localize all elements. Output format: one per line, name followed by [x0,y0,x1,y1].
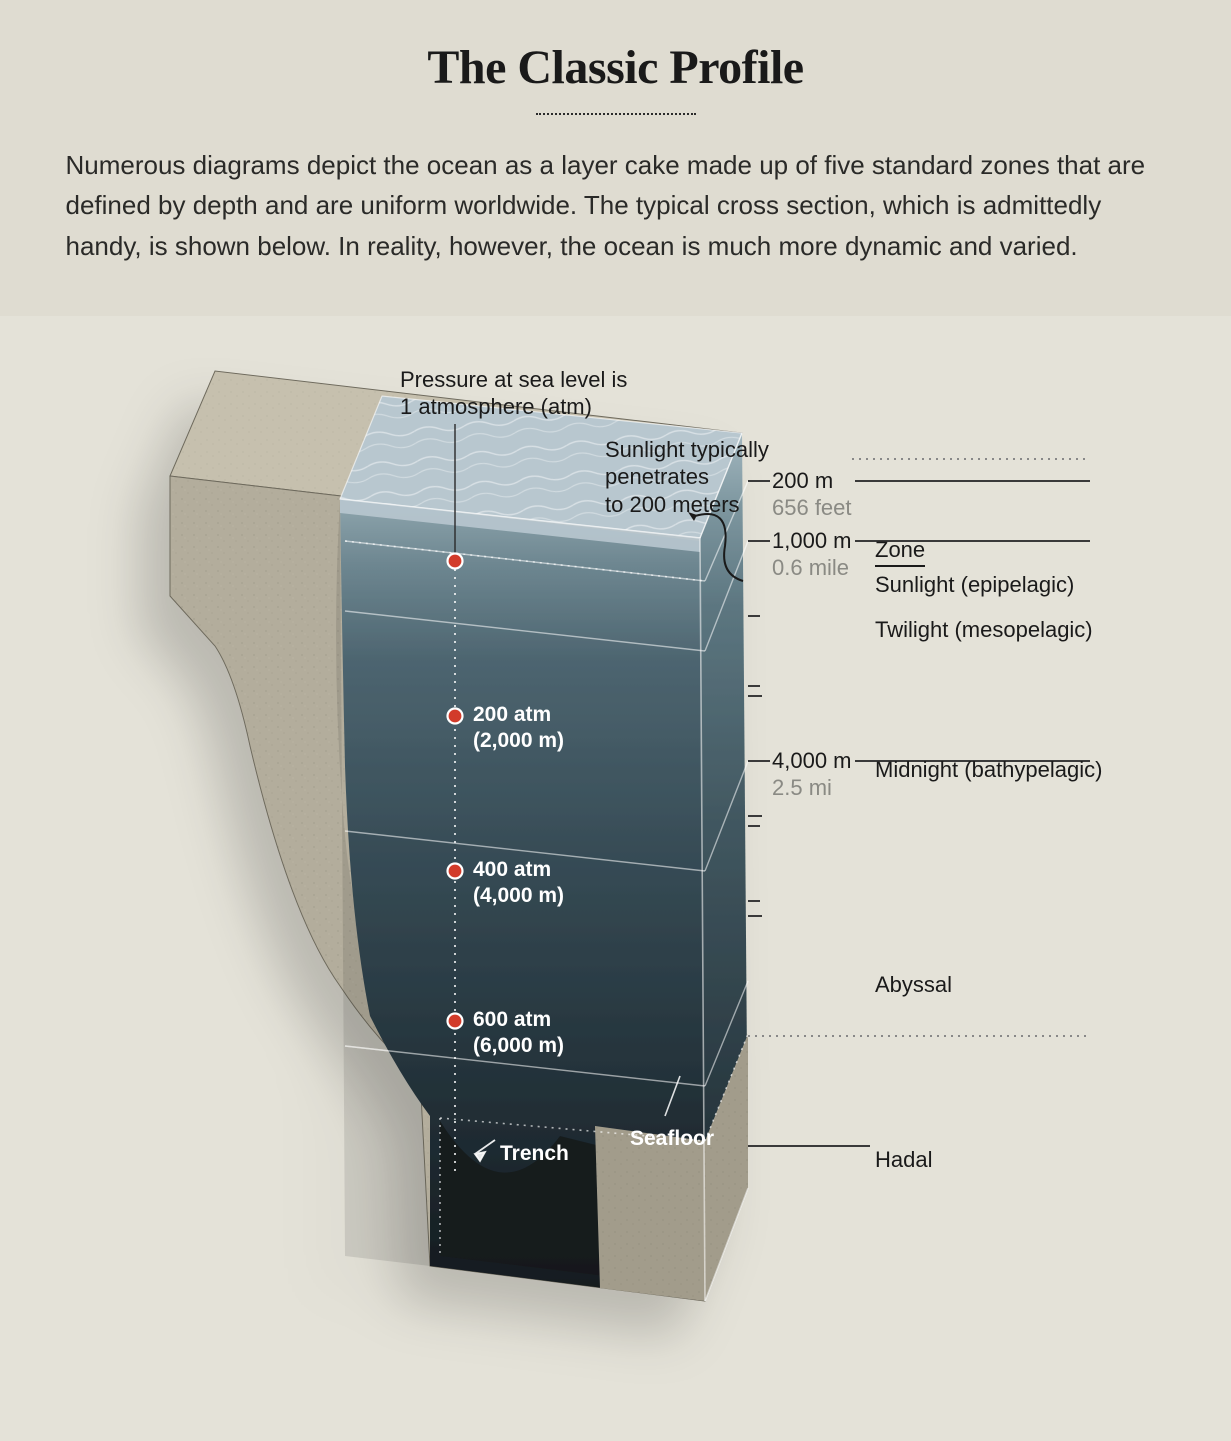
zone-name: Midnight (bathypelagic) [875,756,1102,784]
header: The Classic Profile Numerous diagrams de… [0,0,1231,316]
pressure-point-label: 200 atm(2,000 m) [473,702,564,755]
sunlight-callout: Sunlight typically penetrates to 200 met… [605,436,769,519]
depth-label: 200 m656 feet [772,467,852,522]
zone-name: Abyssal [875,971,952,999]
zone-name: Twilight (mesopelagic) [875,616,1093,644]
intro-paragraph: Numerous diagrams depict the ocean as a … [66,145,1166,266]
pressure-callout: Pressure at sea level is 1 atmosphere (a… [400,366,627,421]
page-title: The Classic Profile [60,40,1171,95]
pressure-point-label: 400 atm(4,000 m) [473,857,564,910]
diagram-stage: Pressure at sea level is 1 atmosphere (a… [0,316,1231,1416]
zone-name: Sunlight (epipelagic) [875,571,1074,599]
depth-label: 4,000 m2.5 mi [772,747,852,802]
zone-name: Hadal [875,1146,932,1174]
zone-header: Zone [875,536,925,568]
trench-label: Trench [500,1141,569,1167]
depth-label: 1,000 m0.6 mile [772,527,852,582]
seafloor-label: Seafloor [630,1126,714,1152]
pressure-point-label: 600 atm(6,000 m) [473,1007,564,1060]
title-rule [536,113,696,115]
